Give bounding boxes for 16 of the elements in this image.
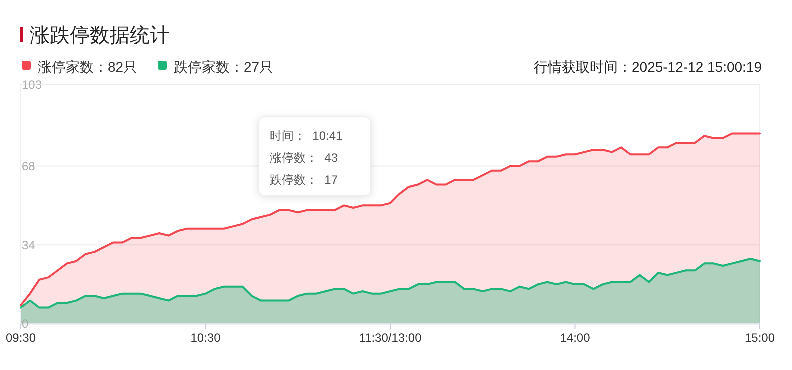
annotation: 时间： 10:41: [270, 129, 344, 143]
x-tick-label: 11:30/13:00: [359, 331, 422, 345]
annotation: 涨停数： 43: [270, 151, 338, 165]
chart-title: 涨跌停数据统计: [30, 25, 170, 47]
x-tick-label: 15:00: [744, 331, 776, 345]
y-tick-label: 34: [22, 238, 36, 252]
x-tick-label: 09:30: [6, 331, 36, 345]
y-tick-label: 0: [22, 317, 29, 332]
annotation: 跌停数： 17: [270, 173, 338, 187]
x-tick-label: 10:30: [190, 331, 222, 345]
y-tick-label: 103: [22, 78, 42, 92]
chart-subtitle: 行情获取时间：2025-12-12 15:00:19: [534, 59, 762, 75]
legend-label: 涨停家数：82只: [38, 59, 138, 75]
y-tick-label: 68: [22, 159, 36, 174]
x-tick-label: 14:00: [560, 331, 591, 345]
legend-label: 跌停家数：27只: [174, 59, 274, 75]
